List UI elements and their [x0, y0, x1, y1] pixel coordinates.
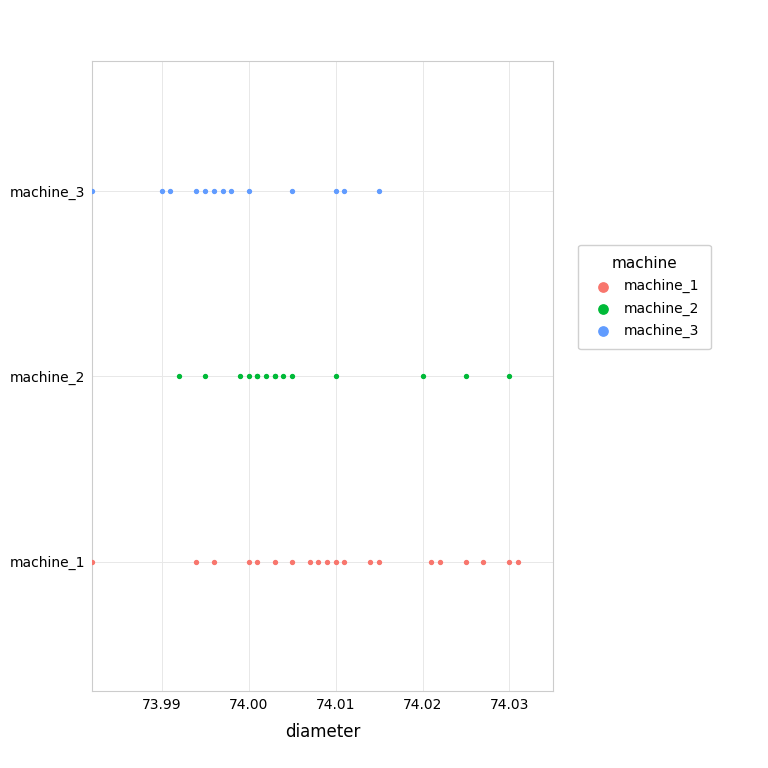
Point [251, 370, 263, 382]
Point [321, 555, 333, 568]
Point [156, 185, 168, 197]
Point [199, 370, 211, 382]
Point [503, 370, 515, 382]
Point [199, 185, 211, 197]
Point [338, 185, 350, 197]
Point [251, 370, 263, 382]
Point [373, 555, 386, 568]
Point [364, 555, 376, 568]
Point [477, 555, 489, 568]
Point [190, 185, 203, 197]
Point [416, 370, 429, 382]
Point [277, 370, 290, 382]
Point [338, 555, 350, 568]
Point [460, 555, 472, 568]
Point [503, 555, 515, 568]
Point [286, 185, 298, 197]
Point [425, 555, 438, 568]
Point [225, 185, 237, 197]
Point [269, 370, 281, 382]
Point [373, 185, 386, 197]
Point [233, 370, 246, 382]
Point [217, 185, 229, 197]
Point [329, 370, 342, 382]
Point [512, 555, 525, 568]
X-axis label: diameter: diameter [285, 723, 360, 741]
Point [251, 555, 263, 568]
Point [207, 555, 220, 568]
Point [173, 370, 185, 382]
Point [329, 185, 342, 197]
Point [286, 370, 298, 382]
Point [243, 185, 255, 197]
Point [164, 185, 177, 197]
Point [269, 370, 281, 382]
Point [286, 555, 298, 568]
Point [86, 555, 98, 568]
Point [243, 370, 255, 382]
Point [460, 370, 472, 382]
Point [312, 555, 324, 568]
Point [303, 555, 316, 568]
Point [434, 555, 446, 568]
Point [269, 555, 281, 568]
Point [190, 555, 203, 568]
Point [207, 185, 220, 197]
Point [260, 370, 272, 382]
Point [86, 185, 98, 197]
Point [329, 555, 342, 568]
Legend: machine_1, machine_2, machine_3: machine_1, machine_2, machine_3 [578, 245, 710, 349]
Point [243, 555, 255, 568]
